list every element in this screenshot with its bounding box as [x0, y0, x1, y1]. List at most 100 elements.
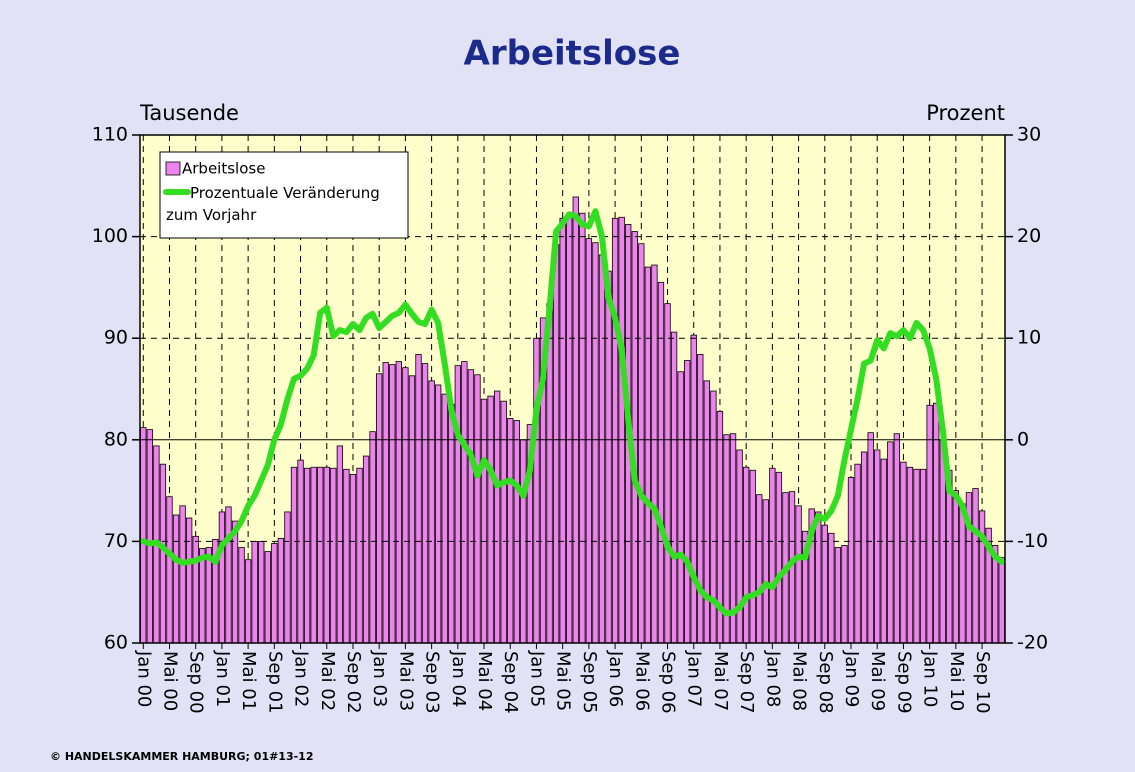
bar [533, 337, 540, 644]
bar [998, 557, 1005, 644]
bar [684, 360, 691, 644]
bar [749, 469, 756, 644]
bar [192, 535, 199, 644]
y2-tick-label: 20 [1017, 225, 1041, 247]
bar [330, 467, 337, 644]
legend-label: Prozentuale Veränderung zum Vorjahr [166, 184, 380, 224]
bar [369, 431, 376, 644]
x-tick-label: Mai 04 [474, 651, 495, 711]
x-tick-label: Jan 05 [526, 650, 547, 707]
y-tick-label: 110 [92, 124, 128, 146]
bar [356, 467, 363, 644]
bar [821, 524, 828, 644]
x-tick-label: Mai 08 [789, 651, 810, 711]
bar [140, 427, 147, 644]
bar [834, 547, 842, 644]
x-tick-label: Sep 03 [422, 651, 443, 714]
bar [231, 520, 239, 644]
x-tick-label: Sep 10 [972, 651, 993, 714]
y-tick-label: 100 [92, 225, 128, 247]
x-tick-label: Sep 04 [500, 651, 521, 714]
x-tick-label: Jan 07 [684, 650, 705, 707]
bar [454, 365, 461, 644]
y2-tick-label: 10 [1017, 327, 1041, 349]
bar [677, 371, 684, 644]
bar [703, 380, 710, 644]
bar [611, 217, 619, 644]
y-axis-label: Tausende [139, 101, 239, 125]
bar [297, 459, 304, 644]
bar [421, 363, 429, 644]
bar [500, 400, 507, 644]
bar [395, 361, 402, 644]
bar [657, 281, 665, 644]
bar [258, 541, 265, 644]
bar [972, 488, 979, 644]
bar [376, 373, 383, 644]
bar [579, 212, 586, 644]
bar [441, 393, 448, 644]
bar [362, 455, 370, 644]
bar [690, 334, 697, 644]
bar [251, 541, 258, 644]
bar [179, 505, 186, 644]
bar [585, 238, 593, 644]
chart-title: Arbeitslose [464, 34, 681, 74]
bar [264, 551, 271, 644]
x-tick-label: Jan 02 [291, 650, 312, 707]
bar [199, 548, 206, 644]
bar [566, 214, 573, 644]
bar [598, 254, 606, 644]
legend-swatch [165, 161, 181, 176]
legend-box [159, 151, 409, 239]
bar [795, 505, 802, 644]
bar [336, 445, 344, 644]
bar [559, 217, 566, 644]
bar [389, 364, 396, 644]
x-tick-label: Mai 02 [317, 651, 338, 711]
bar [867, 432, 874, 644]
bar [467, 369, 475, 644]
bar [900, 461, 907, 644]
bar [461, 361, 468, 644]
bar [880, 458, 887, 644]
bar [952, 490, 960, 644]
x-tick-label: Sep 05 [579, 651, 600, 714]
y2-axis-label: Prozent [926, 101, 1005, 125]
bar [244, 559, 252, 644]
x-tick-label: Jan 08 [762, 650, 783, 707]
bar [271, 543, 278, 644]
x-tick-label: Sep 07 [736, 651, 757, 714]
y-tick-label: 80 [104, 428, 128, 450]
bar [736, 449, 743, 644]
bar [605, 270, 612, 644]
bar [618, 216, 625, 644]
y-tick-label: 70 [104, 530, 128, 552]
x-tick-label: Mai 10 [946, 651, 967, 711]
bar [290, 466, 298, 644]
bar [402, 367, 409, 644]
bar [435, 384, 442, 644]
y2-tick-label: 0 [1017, 428, 1029, 450]
x-tick-label: Jan 01 [212, 650, 233, 707]
x-tick-label: Jan 09 [841, 650, 862, 707]
bar [310, 466, 317, 644]
bar [349, 473, 357, 644]
x-tick-label: Mai 00 [159, 651, 180, 711]
x-tick-label: Sep 09 [893, 651, 914, 714]
bar [323, 466, 330, 644]
bar [225, 506, 232, 644]
bar [893, 433, 901, 644]
y-tick-label: 60 [104, 632, 128, 654]
x-tick-label: Jan 00 [133, 650, 154, 707]
bar [860, 451, 868, 644]
bar [644, 266, 652, 644]
bar [159, 463, 167, 644]
bar [146, 429, 153, 644]
bar [926, 404, 933, 644]
x-tick-label: Sep 06 [658, 651, 679, 714]
x-tick-label: Mai 03 [395, 651, 416, 711]
bar [552, 244, 560, 644]
